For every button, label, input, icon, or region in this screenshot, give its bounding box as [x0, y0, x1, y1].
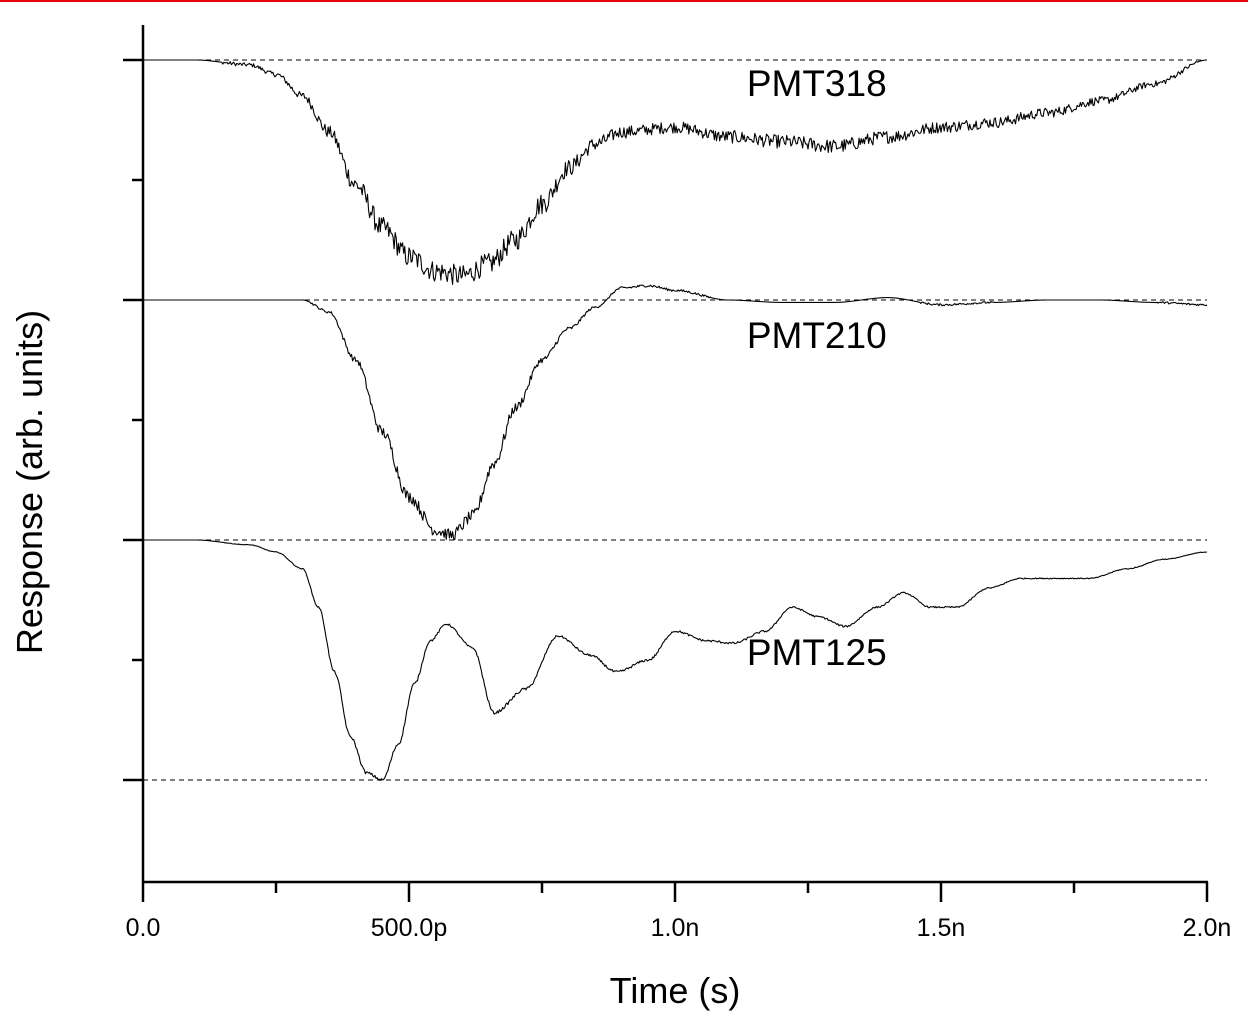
y-axis-title: Response (arb. units)	[9, 310, 50, 654]
reference-lines	[143, 59, 1207, 781]
top-red-rule	[0, 0, 1248, 2]
series-label-pmt210: PMT210	[747, 315, 887, 356]
x-axis-title: Time (s)	[610, 970, 741, 1011]
series-line-pmt125	[143, 539, 1208, 782]
series-layer	[143, 59, 1208, 782]
x-tick-label-0: 0.0	[126, 914, 161, 942]
series-line-pmt210	[143, 284, 1208, 541]
x-tick-label-2: 1.0n	[651, 914, 700, 942]
labels-layer: 0.0 500.0p 1.0n 1.5n 2.0n PMT318 PMT210 PMT125	[126, 63, 1232, 942]
ticks-layer	[123, 58, 1209, 902]
axes-layer	[141, 25, 1208, 884]
series-label-pmt318: PMT318	[747, 63, 887, 104]
series-label-pmt125: PMT125	[747, 632, 887, 673]
series-line-pmt318	[143, 59, 1208, 285]
x-tick-label-4: 2.0n	[1183, 914, 1232, 942]
x-tick-label-1: 500.0p	[371, 914, 447, 942]
x-tick-label-3: 1.5n	[917, 914, 966, 942]
